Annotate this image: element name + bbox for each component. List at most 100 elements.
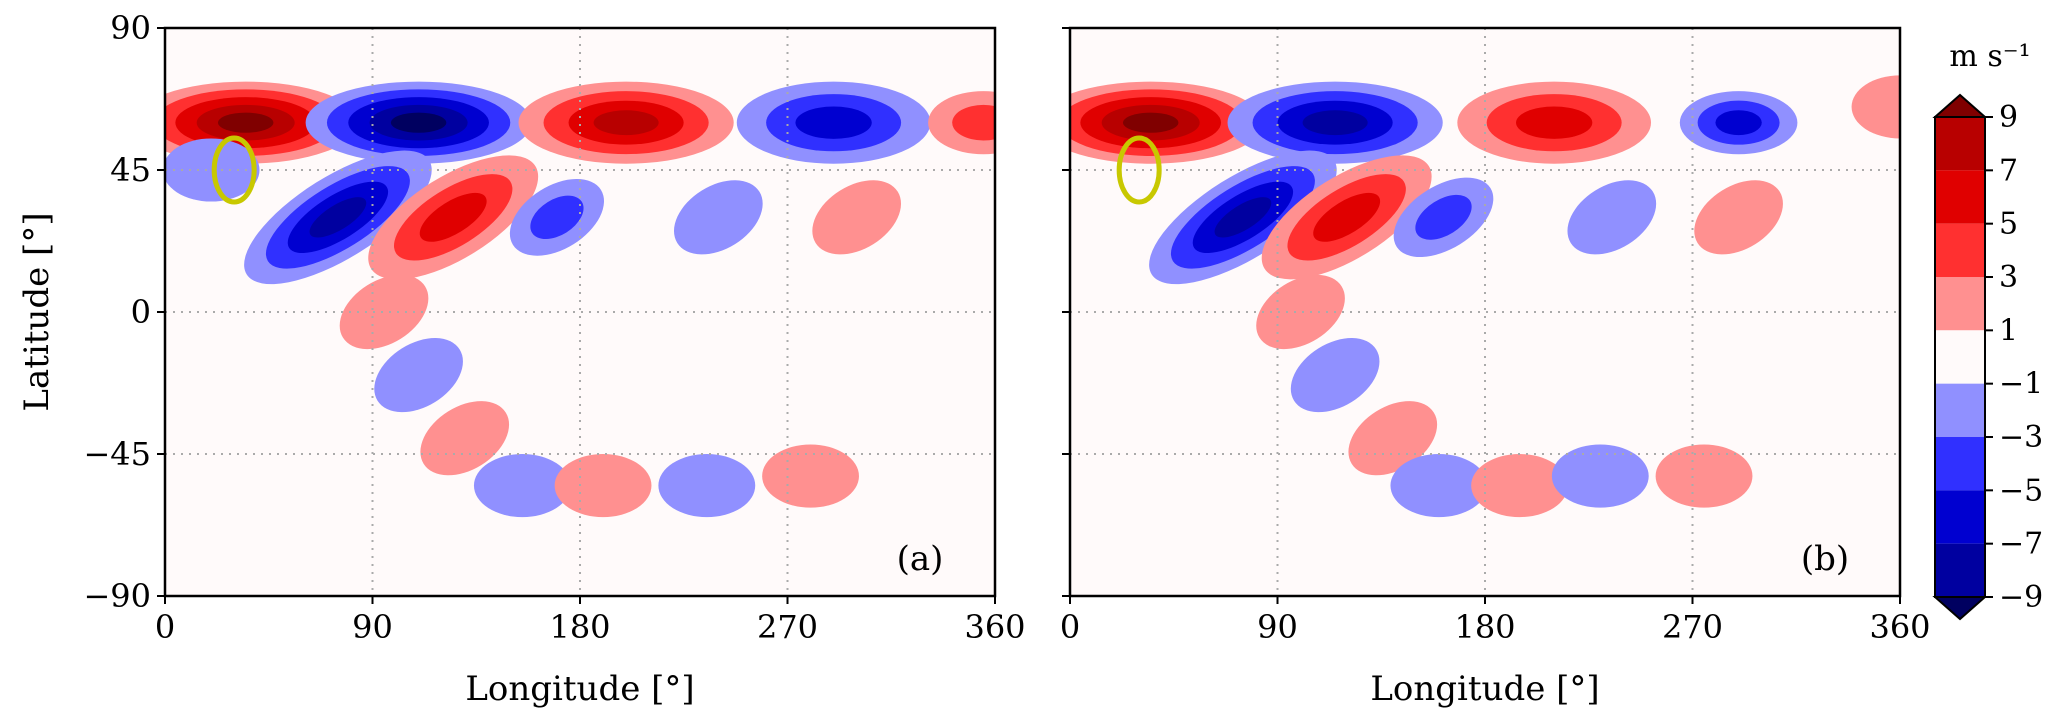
y-tick-label: −45 [83,435,151,473]
contour-band [673,180,763,255]
contour-band [217,112,274,133]
contour-feature [244,150,432,285]
colorbar-band [1935,117,1985,171]
contour-band [795,106,872,139]
contour-feature [420,401,510,476]
panel-b-ticks: 0 90 180 270 360 [1060,27,1931,646]
contour-feature [762,444,859,508]
y-tick-label: 0 [131,293,151,331]
contour-feature [1551,444,1649,508]
contour-feature [1457,81,1651,164]
colorbar-band [1935,490,1985,544]
colorbar-tick-label: 7 [1999,153,2018,188]
contour-band [658,454,756,518]
colorbar-band [1935,277,1985,331]
contour-feature [368,155,539,280]
contour-feature [1471,454,1569,518]
colorbar-tick-label: 1 [1999,313,2018,348]
contour-feature [473,454,571,518]
colorbar-band [1935,223,1985,277]
colorbar-extend-bottom [1932,596,1988,621]
colorbar-tick-label: 5 [1999,207,2018,242]
panel-b-grid [1070,28,1900,596]
contour-feature [1348,401,1438,476]
x-tick-label: 90 [352,608,393,646]
contour-band [762,444,859,508]
colorbar-band [1935,543,1985,597]
contour-band [419,192,487,242]
colorbar-tick-label: −3 [1999,420,2043,455]
colorbar-ticks: 9 7 5 3 1 −1 −3 −5 −7 −9 [1985,100,2043,615]
contour-feature [1567,180,1657,255]
panel-a-ylabel: Latitude [°] [17,212,57,411]
contour-feature [658,454,756,518]
panel-a-grid [165,28,995,596]
contour-feature [1393,177,1494,258]
contour-band [554,454,652,518]
panel-b-highlight-ellipse [1116,135,1162,205]
contour-feature [339,274,429,350]
colorbar-extend-top [1932,93,1988,118]
contour-band [390,112,447,133]
colorbar-tick-label: −9 [1999,580,2043,615]
contour-band [1694,180,1783,255]
contour-feature [673,180,763,255]
contour-band [1348,401,1438,476]
colorbar-tick-label: −5 [1999,473,2043,508]
contour-feature [1290,338,1380,413]
contour-feature [812,180,902,255]
y-tick-label: 90 [110,9,151,47]
x-tick-label: 270 [757,608,818,646]
colorbar-band [1935,437,1985,491]
contour-feature [1655,444,1753,508]
colorbar-band [1935,383,1985,437]
panel-a: 0 90 180 270 360 90 45 0 −45 −90 (a) Longitude [°… [17,9,1026,709]
colorbar-band [1935,330,1985,384]
x-tick-label: 0 [1060,608,1080,646]
contour-band [952,104,995,141]
contour-band [1516,106,1593,139]
panel-a-label: (a) [897,539,944,579]
contour-band [1122,112,1179,133]
contour-band [1290,338,1380,413]
contour-band [420,401,510,476]
colorbar-frame [1934,116,1986,598]
contour-band [1390,454,1488,518]
contour-band [1715,110,1762,136]
contour-feature [305,81,532,164]
y-tick-label: −90 [83,577,151,615]
panel-b-xlabel: Longitude [°] [1370,669,1599,709]
panel-a-ticks: 0 90 180 270 360 90 45 0 −45 −90 [83,9,1025,646]
contour-band [1313,192,1381,242]
contour-band [1655,444,1753,508]
contour-band [1471,454,1569,518]
contour-band [473,454,571,518]
panel-a-contours [165,81,995,518]
contour-band [309,197,367,238]
contour-feature [554,454,652,518]
panel-a-xlabel: Longitude [°] [465,669,694,709]
colorbar-tick-label: −1 [1999,367,2043,402]
contour-feature [1694,180,1783,255]
colorbar-tick-label: 9 [1999,100,2018,135]
contour-feature [736,81,931,164]
contour-feature [374,338,463,413]
contour-feature [928,91,995,155]
contour-band [1551,444,1649,508]
panel-b-contours [1070,75,1900,518]
contour-feature [518,81,734,164]
panel-b: 0 90 180 270 360 (b) Longitude [°] [1060,26,1931,709]
contour-band [1567,180,1657,255]
y-tick-label: 45 [110,151,151,189]
contour-band [374,338,463,413]
x-tick-label: 360 [1869,608,1930,646]
contour-band [593,110,659,136]
contour-feature [1851,75,1900,139]
contour-band [1214,197,1272,238]
x-tick-label: 90 [1257,608,1298,646]
contour-band [1415,194,1472,240]
colorbar-band [1935,170,1985,224]
contour-feature [1679,91,1798,155]
contour-band [530,195,584,240]
